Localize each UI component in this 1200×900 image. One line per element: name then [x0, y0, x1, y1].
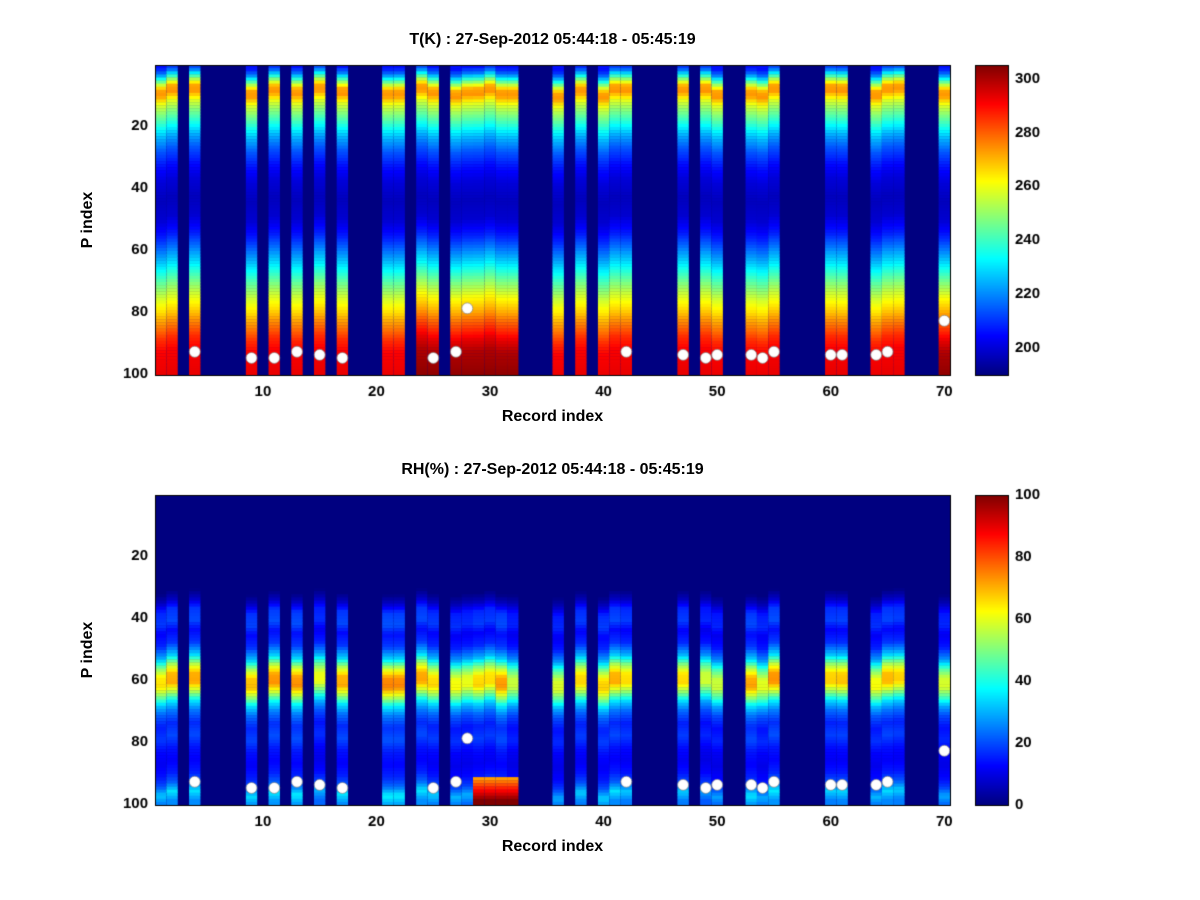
- bottom-plot-xlabel: Record index: [501, 838, 604, 855]
- bottom-plot-title: RH(%) : 27-Sep-2012 05:44:18 - 05:45:19: [401, 461, 704, 478]
- top-plot-xlabel: Record index: [501, 408, 604, 425]
- top-plot-ylabel: P index: [79, 191, 96, 249]
- bottom-plot-ylabel: P index: [79, 621, 96, 679]
- top-plot-title: T(K) : 27-Sep-2012 05:44:18 - 05:45:19: [409, 31, 696, 48]
